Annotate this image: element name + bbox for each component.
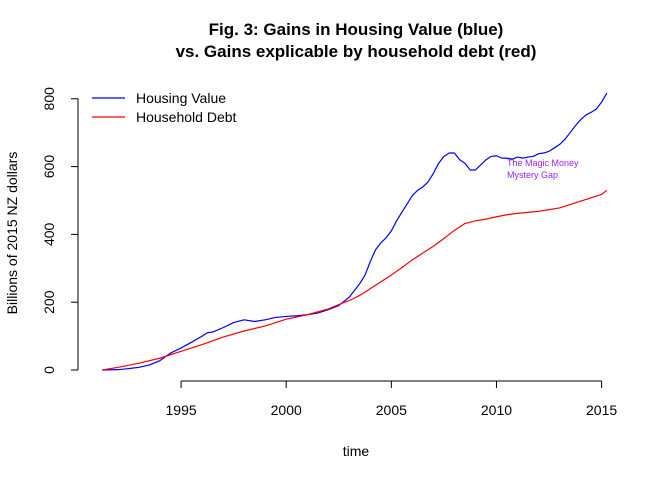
y-tick-label: 800 — [41, 87, 57, 111]
x-axis-label: time — [343, 443, 370, 459]
x-tick-label: 1995 — [166, 402, 197, 418]
x-tick-label: 2015 — [586, 402, 617, 418]
plot-lines — [102, 92, 608, 371]
annotation: The Magic Money Mystery Gap — [507, 158, 579, 180]
y-tick-label: 600 — [41, 155, 57, 179]
x-tick-label: 2010 — [481, 402, 512, 418]
series-line-housing-value — [102, 92, 608, 371]
chart-title-line2: vs. Gains explicable by household debt (… — [176, 42, 537, 61]
x-tick-label: 2005 — [376, 402, 407, 418]
y-axis-label: Billions of 2015 NZ dollars — [4, 152, 20, 315]
legend: Housing Value Household Debt — [92, 90, 237, 125]
annotation-line1: The Magic Money — [507, 158, 579, 168]
y-tick-label: 400 — [41, 222, 57, 246]
x-tick-label: 2000 — [271, 402, 302, 418]
chart-title-line1: Fig. 3: Gains in Housing Value (blue) — [209, 20, 504, 39]
legend-label-debt: Household Debt — [136, 109, 237, 125]
annotation-line2: Mystery Gap — [507, 170, 558, 180]
y-tick-label: 200 — [41, 290, 57, 314]
y-tick-label: 0 — [41, 366, 57, 374]
series-line-household-debt — [102, 189, 608, 371]
x-axis: 1995 2000 2005 2010 2015 — [166, 380, 617, 418]
y-axis: 0 200 400 600 800 — [41, 87, 79, 374]
legend-label-housing: Housing Value — [136, 90, 226, 106]
